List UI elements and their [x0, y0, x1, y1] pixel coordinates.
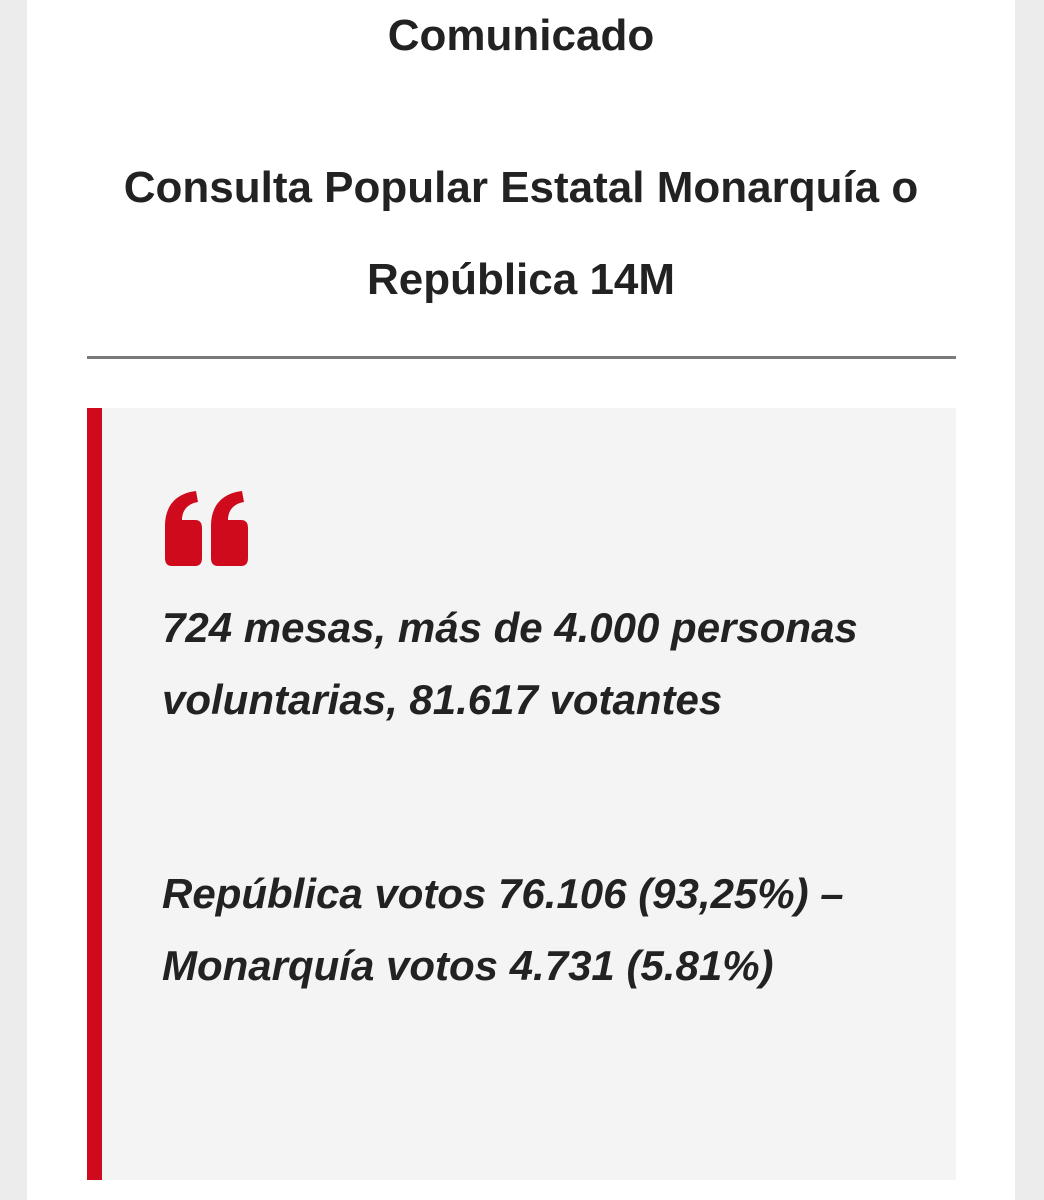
page-title: Comunicado [387, 11, 655, 60]
quote-paragraph: 724 mesas, más de 4.000 personas volunta… [162, 604, 858, 723]
article-page: Comunicado Consulta Popular Estatal Mona… [27, 0, 1015, 1200]
page-subtitle: Consulta Popular Estatal Monarquía o Rep… [123, 163, 919, 304]
quote-mark-icon [165, 491, 248, 566]
divider [87, 356, 956, 359]
quote-paragraph: República votos 76.106 (93,25%) – Monarq… [162, 870, 844, 989]
blockquote: 724 mesas, más de 4.000 personas volunta… [87, 408, 956, 1180]
